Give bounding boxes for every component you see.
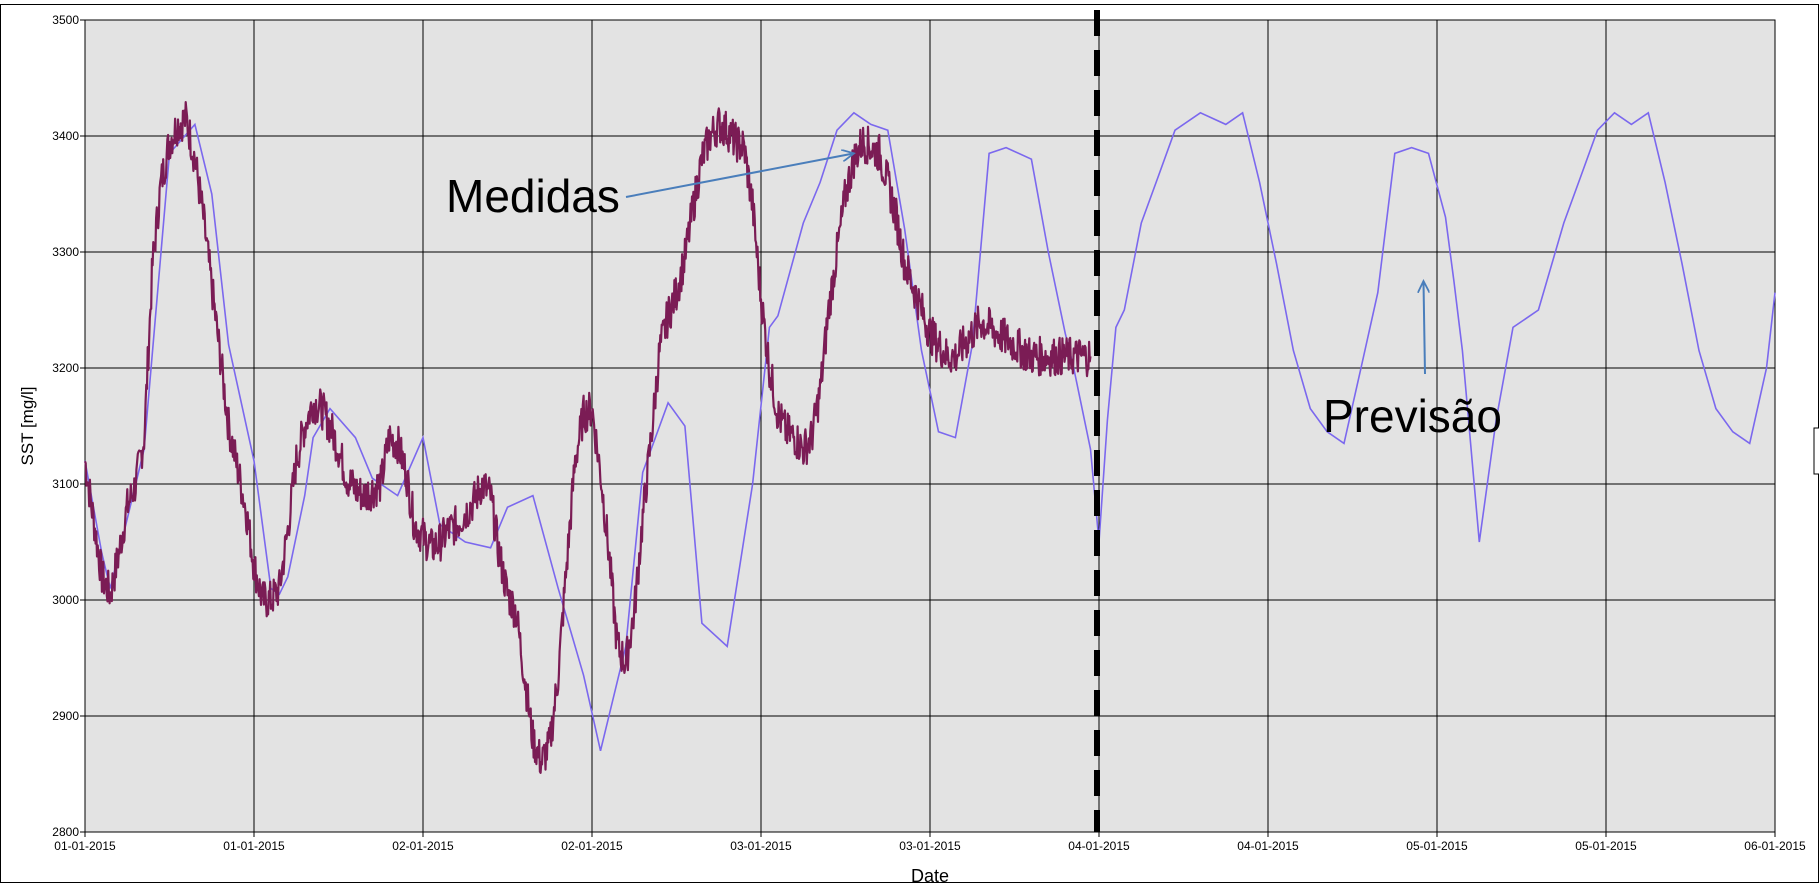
x-axis: 01-01-2015 01-01-2015 02-01-2015 02-01-2015… xyxy=(54,832,1806,853)
x-tick-label: 04-01-2015 xyxy=(1237,839,1299,853)
x-tick-label: 02-01-2015 xyxy=(561,839,623,853)
offscreen-box xyxy=(1813,427,1819,475)
y-axis: 2800 2900 3000 3100 3200 3300 3400 3500 xyxy=(52,13,85,839)
y-tick-label: 3000 xyxy=(52,593,79,607)
x-tick-label: 03-01-2015 xyxy=(899,839,961,853)
x-tick-label: 04-01-2015 xyxy=(1068,839,1130,853)
x-tick-label: 03-01-2015 xyxy=(730,839,792,853)
y-tick-label: 3500 xyxy=(52,13,79,27)
y-tick-label: 2800 xyxy=(52,825,79,839)
y-tick-label: 2900 xyxy=(52,709,79,723)
x-tick-label: 05-01-2015 xyxy=(1406,839,1468,853)
x-axis-label: Date xyxy=(911,866,949,884)
series-layer xyxy=(83,101,1776,774)
y-axis-label: SST [mg/l] xyxy=(18,386,37,465)
x-tick-label: 01-01-2015 xyxy=(54,839,116,853)
x-tick-label: 06-01-2015 xyxy=(1744,839,1806,853)
annotation-arrow xyxy=(1423,281,1425,375)
annotation-label: Medidas xyxy=(446,170,620,222)
y-tick-label: 3200 xyxy=(52,361,79,375)
series-measured-line xyxy=(83,101,1092,774)
annotation-arrow xyxy=(625,153,854,198)
x-tick-label: 01-01-2015 xyxy=(223,839,285,853)
y-tick-label: 3300 xyxy=(52,245,79,259)
annotation-label: Previsão xyxy=(1323,390,1502,442)
x-tick-label: 05-01-2015 xyxy=(1575,839,1637,853)
y-tick-label: 3100 xyxy=(52,477,79,491)
y-tick-label: 3400 xyxy=(52,129,79,143)
annotations: Medidas Previsão xyxy=(446,153,1502,442)
series-model-line xyxy=(84,111,1776,751)
x-tick-label: 02-01-2015 xyxy=(392,839,454,853)
